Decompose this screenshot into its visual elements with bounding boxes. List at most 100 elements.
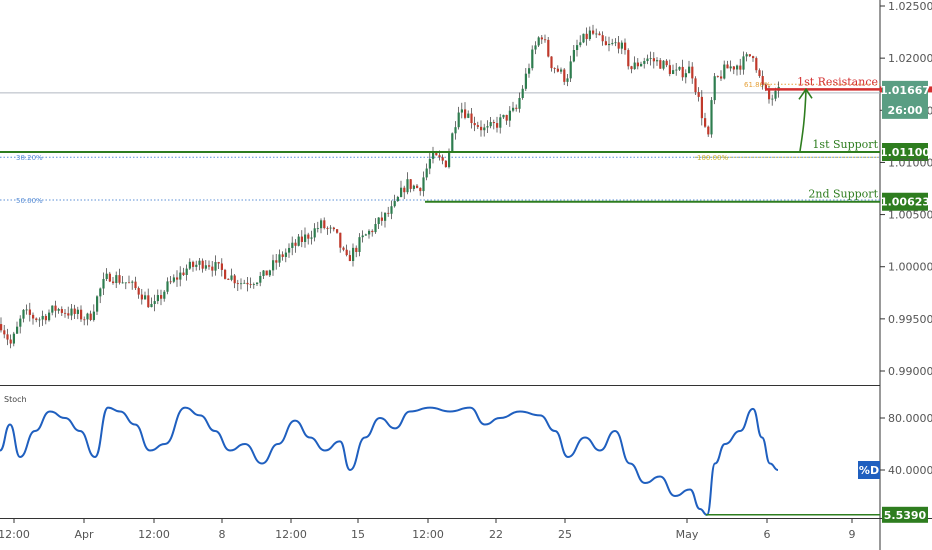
candle-body bbox=[44, 315, 47, 321]
candle-body bbox=[409, 179, 412, 189]
candle-body bbox=[310, 237, 313, 239]
price-tick-label: 1.02500 bbox=[888, 0, 932, 13]
candle-body bbox=[435, 152, 438, 156]
price-tick-label: 0.99500 bbox=[888, 313, 932, 326]
candle-body bbox=[652, 58, 655, 62]
candle-body bbox=[470, 113, 473, 124]
price-tick-label: 1.02000 bbox=[888, 52, 932, 65]
candle-body bbox=[697, 92, 700, 97]
candle-body bbox=[483, 127, 486, 131]
candle-body bbox=[147, 295, 150, 308]
stoch-tick-label: 80.0000 bbox=[888, 412, 932, 425]
candle-body bbox=[582, 33, 585, 43]
candle-body bbox=[300, 236, 303, 242]
candle-body bbox=[617, 42, 620, 49]
stoch-support-badge: 5.5390 bbox=[882, 506, 928, 523]
candle-body bbox=[604, 41, 607, 46]
candle-body bbox=[502, 114, 505, 118]
candle-body bbox=[550, 56, 553, 69]
candle-body bbox=[326, 228, 329, 229]
candle-body bbox=[124, 282, 127, 284]
candle-body bbox=[678, 66, 681, 70]
candle-body bbox=[316, 228, 319, 230]
candle-body bbox=[608, 43, 611, 46]
time-tick-label: Apr bbox=[74, 528, 94, 541]
candle-body bbox=[620, 42, 623, 49]
candle-body bbox=[179, 272, 182, 280]
stoch-percent-d-line bbox=[0, 406, 779, 516]
candle-body bbox=[70, 308, 73, 316]
price-tick-label: 1.01000 bbox=[888, 156, 932, 169]
candle-body bbox=[160, 295, 163, 299]
candle-body bbox=[694, 78, 697, 93]
candle-body bbox=[508, 110, 511, 121]
candle-body bbox=[390, 206, 393, 214]
time-axis-ticks: 12:00 Apr 12:00 8 12:00 15 12:00 22 25 May 6 9 bbox=[0, 518, 856, 541]
candle-body bbox=[716, 76, 719, 78]
candle-body bbox=[691, 66, 694, 79]
price-tick-label: 1.00500 bbox=[888, 209, 932, 222]
candle-body bbox=[278, 254, 281, 263]
candle-body bbox=[547, 39, 550, 57]
candle-body bbox=[438, 155, 441, 158]
candle-body bbox=[476, 125, 479, 127]
candle-body bbox=[176, 277, 179, 280]
level-badge-value: 1.00623 bbox=[880, 196, 930, 209]
candle-body bbox=[643, 61, 646, 64]
candle-body bbox=[339, 232, 342, 248]
candle-body bbox=[83, 319, 86, 321]
candle-body bbox=[656, 60, 659, 62]
candle-body bbox=[272, 260, 275, 271]
percent-d-badge-box bbox=[858, 461, 880, 479]
candle-body bbox=[636, 62, 639, 67]
candle-body bbox=[294, 242, 297, 246]
candle-body bbox=[137, 288, 140, 295]
candle-body bbox=[32, 314, 35, 319]
candle-body bbox=[19, 318, 22, 327]
candle-body bbox=[259, 275, 262, 283]
candle-body bbox=[361, 235, 364, 238]
candle-body bbox=[566, 78, 569, 82]
candle-body bbox=[524, 73, 527, 89]
time-tick-label: 15 bbox=[351, 528, 365, 541]
candle-body bbox=[720, 76, 723, 79]
candle-body bbox=[73, 308, 76, 314]
candle-body bbox=[182, 272, 185, 276]
candle-body bbox=[553, 68, 556, 69]
candle-body bbox=[505, 114, 508, 121]
candle-body bbox=[726, 64, 729, 69]
price-tick-label: 0.99000 bbox=[888, 365, 932, 378]
candle-body bbox=[246, 282, 249, 285]
level-badge-box bbox=[882, 143, 928, 161]
candle-body bbox=[249, 284, 252, 286]
candle-body bbox=[598, 33, 601, 36]
candle-body bbox=[585, 33, 588, 40]
candle-body bbox=[163, 291, 166, 299]
candle-body bbox=[764, 84, 767, 90]
candle-body bbox=[758, 70, 761, 77]
time-tick-label: 6 bbox=[764, 528, 771, 541]
candle-body bbox=[588, 30, 591, 40]
candle-body bbox=[492, 122, 495, 124]
candle-body bbox=[89, 313, 92, 320]
candle-body bbox=[291, 242, 294, 248]
candle-body bbox=[12, 333, 15, 344]
fib-label: 38.20% bbox=[16, 154, 43, 162]
candle-body bbox=[579, 42, 582, 46]
candle-body bbox=[86, 313, 89, 320]
candle-body bbox=[153, 301, 156, 304]
candle-body bbox=[115, 275, 118, 284]
candle-body bbox=[681, 66, 684, 78]
candle-body bbox=[323, 220, 326, 229]
candle-body bbox=[99, 288, 102, 297]
time-tick-label: 12:00 bbox=[412, 528, 444, 541]
candle-body bbox=[144, 295, 147, 300]
candle-body bbox=[531, 49, 534, 69]
candle-body bbox=[352, 247, 355, 262]
candle-body bbox=[6, 334, 9, 340]
candle-body bbox=[371, 230, 374, 233]
candle-body bbox=[713, 76, 716, 101]
candle-body bbox=[393, 201, 396, 207]
candle-body bbox=[451, 133, 454, 152]
candle-body bbox=[220, 263, 223, 270]
